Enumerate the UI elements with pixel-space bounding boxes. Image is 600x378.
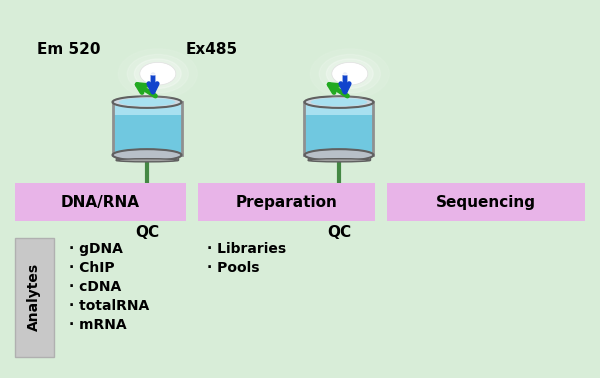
Text: Analytes: Analytes — [27, 263, 41, 331]
Circle shape — [339, 67, 352, 75]
FancyBboxPatch shape — [116, 155, 178, 160]
Ellipse shape — [113, 149, 182, 161]
Ellipse shape — [304, 149, 373, 161]
Text: Em 520: Em 520 — [37, 42, 101, 57]
Ellipse shape — [116, 159, 178, 162]
Bar — [15, 183, 186, 221]
FancyBboxPatch shape — [304, 102, 373, 115]
Bar — [198, 183, 375, 221]
Text: Ex485: Ex485 — [186, 42, 238, 57]
Circle shape — [118, 49, 197, 99]
Circle shape — [127, 54, 188, 93]
Text: · totalRNA: · totalRNA — [69, 299, 149, 313]
Bar — [15, 238, 54, 357]
Text: QC: QC — [327, 225, 351, 240]
Circle shape — [134, 59, 181, 88]
Circle shape — [326, 59, 373, 88]
Text: DNA/RNA: DNA/RNA — [61, 195, 140, 210]
Text: Sequencing: Sequencing — [436, 195, 536, 210]
Circle shape — [332, 62, 368, 85]
Text: · Pools: · Pools — [207, 261, 260, 276]
FancyBboxPatch shape — [304, 102, 373, 155]
Bar — [387, 183, 585, 221]
Circle shape — [140, 62, 176, 85]
Circle shape — [319, 54, 380, 93]
Ellipse shape — [311, 98, 367, 106]
Ellipse shape — [304, 96, 373, 108]
Text: · gDNA: · gDNA — [69, 242, 123, 257]
Text: · mRNA: · mRNA — [69, 318, 127, 332]
FancyBboxPatch shape — [113, 102, 182, 115]
Text: · Libraries: · Libraries — [207, 242, 286, 257]
Text: Preparation: Preparation — [236, 195, 337, 210]
Ellipse shape — [308, 159, 370, 162]
FancyBboxPatch shape — [308, 155, 370, 160]
Ellipse shape — [119, 98, 175, 106]
FancyBboxPatch shape — [113, 102, 182, 155]
Circle shape — [147, 67, 160, 75]
Text: · cDNA: · cDNA — [69, 280, 121, 294]
Text: · ChIP: · ChIP — [69, 261, 115, 276]
Text: QC: QC — [135, 225, 159, 240]
Circle shape — [310, 49, 389, 99]
Ellipse shape — [113, 96, 182, 108]
